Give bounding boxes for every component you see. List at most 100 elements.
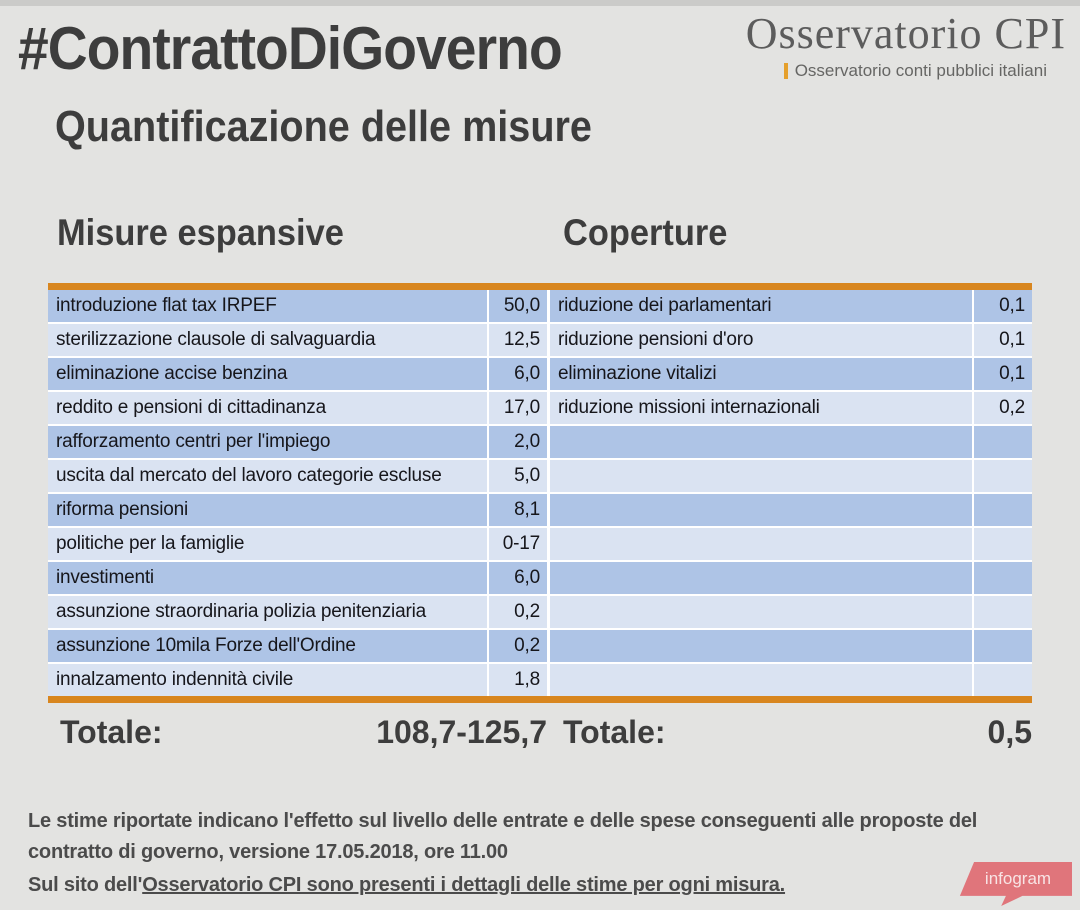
heading-coperture: Coperture xyxy=(563,212,728,253)
section-headings: Misure espansive Coperture xyxy=(48,212,1032,254)
row-value: 2,0 xyxy=(487,426,547,458)
row-label: politiche per la famiglie xyxy=(56,533,245,554)
orange-tick-icon xyxy=(783,63,788,79)
logo-name: Osservatorio CPI xyxy=(745,9,1066,58)
page-title: #ContrattoDiGoverno xyxy=(18,15,563,82)
top-strip xyxy=(0,0,1080,6)
table-row: rafforzamento centri per l'impiego 2,0 xyxy=(48,426,547,458)
table-coperture: riduzione dei parlamentari 0,1 riduzione p… xyxy=(550,290,1032,696)
table-row xyxy=(550,494,1032,526)
table-row: investimenti 6,0 xyxy=(48,562,547,594)
logo-tagline-text: Osservatorio conti pubblici italiani xyxy=(794,61,1047,80)
row-value: 5,0 xyxy=(487,460,547,492)
row-label xyxy=(550,562,972,594)
total-misure-espansive: Totale: 108,7-125,7 xyxy=(48,714,547,751)
table-top-accent-bar xyxy=(48,283,1032,290)
totals-row: Totale: 108,7-125,7 Totale: 0,5 xyxy=(48,714,1032,751)
row-label: riduzione dei parlamentari xyxy=(558,295,772,316)
row-value xyxy=(972,664,1032,696)
table-row: riduzione dei parlamentari 0,1 xyxy=(550,290,1032,322)
table-bottom-accent-bar xyxy=(48,696,1032,703)
row-label: uscita dal mercato del lavoro categorie … xyxy=(56,465,442,486)
footer-link-line: Sul sito dell'Osservatorio CPI sono pres… xyxy=(28,870,1048,901)
table-row xyxy=(550,630,1032,662)
footer-link-prefix: Sul sito dell' xyxy=(28,874,143,896)
row-label xyxy=(550,630,972,662)
table-row: sterilizzazione clausole di salvaguardia… xyxy=(48,324,547,356)
row-label: introduzione flat tax IRPEF xyxy=(56,295,277,316)
measures-tables: introduzione flat tax IRPEF 50,0 sterilizz… xyxy=(48,283,1032,703)
footer-note-text: Le stime riportate indicano l'effetto su… xyxy=(28,810,978,863)
total-label: Totale: xyxy=(60,714,163,750)
table-row xyxy=(550,426,1032,458)
row-label xyxy=(550,664,972,696)
table-row: riforma pensioni 8,1 xyxy=(48,494,547,526)
table-row: uscita dal mercato del lavoro categorie … xyxy=(48,460,547,492)
row-label: investimenti xyxy=(56,567,154,588)
row-label: eliminazione accise benzina xyxy=(56,363,288,384)
heading-misure-espansive: Misure espansive xyxy=(57,212,344,253)
table-row xyxy=(550,528,1032,560)
osservatorio-cpi-link[interactable]: Osservatorio CPI sono presenti i dettagl… xyxy=(142,874,786,896)
row-value: 8,1 xyxy=(487,494,547,526)
row-value xyxy=(972,562,1032,594)
table-row: reddito e pensioni di cittadinanza 17,0 xyxy=(48,392,547,424)
row-label: rafforzamento centri per l'impiego xyxy=(56,431,331,452)
row-label: riforma pensioni xyxy=(56,499,188,520)
table-row: assunzione 10mila Forze dell'Ordine 0,2 xyxy=(48,630,547,662)
row-value: 12,5 xyxy=(487,324,547,356)
row-value xyxy=(972,596,1032,628)
row-value xyxy=(972,630,1032,662)
row-label: eliminazione vitalizi xyxy=(558,363,717,384)
table-row: riduzione missioni internazionali 0,2 xyxy=(550,392,1032,424)
row-value xyxy=(972,528,1032,560)
table-misure-espansive: introduzione flat tax IRPEF 50,0 sterilizz… xyxy=(48,290,547,696)
table-row xyxy=(550,664,1032,696)
row-value: 1,8 xyxy=(487,664,547,696)
total-coperture: Totale: 0,5 xyxy=(547,714,1032,751)
logo-tagline: Osservatorio conti pubblici italiani xyxy=(783,61,1066,81)
table-row: innalzamento indennità civile 1,8 xyxy=(48,664,547,696)
row-label: riduzione pensioni d'oro xyxy=(558,329,754,350)
row-label xyxy=(550,426,972,458)
row-value: 0,2 xyxy=(972,392,1032,424)
row-value: 0,1 xyxy=(972,358,1032,390)
total-value: 0,5 xyxy=(987,714,1032,750)
row-value: 50,0 xyxy=(487,290,547,322)
row-value: 0,2 xyxy=(487,596,547,628)
table-row: eliminazione vitalizi 0,1 xyxy=(550,358,1032,390)
table-row: eliminazione accise benzina 6,0 xyxy=(48,358,547,390)
row-label xyxy=(550,528,972,560)
row-value: 6,0 xyxy=(487,562,547,594)
row-value xyxy=(972,426,1032,458)
footer-note: Le stime riportate indicano l'effetto su… xyxy=(28,806,1048,901)
infogram-badge-label: infogram xyxy=(984,869,1052,888)
row-label: innalzamento indennità civile xyxy=(56,669,294,690)
total-value: 108,7-125,7 xyxy=(376,714,547,750)
table-row: politiche per la famiglie 0-17 xyxy=(48,528,547,560)
row-label: assunzione 10mila Forze dell'Ordine xyxy=(56,635,356,656)
table-row xyxy=(550,596,1032,628)
row-value: 0,1 xyxy=(972,290,1032,322)
row-value: 0,2 xyxy=(487,630,547,662)
row-label: assunzione straordinaria polizia peniten… xyxy=(56,601,426,622)
row-value xyxy=(972,494,1032,526)
osservatorio-cpi-logo: Osservatorio CPI Osservatorio conti pubb… xyxy=(746,8,1066,81)
table-row xyxy=(550,460,1032,492)
row-value: 6,0 xyxy=(487,358,547,390)
row-label: sterilizzazione clausole di salvaguardia xyxy=(56,329,376,350)
total-label: Totale: xyxy=(563,714,666,750)
table-row: introduzione flat tax IRPEF 50,0 xyxy=(48,290,547,322)
row-value: 0-17 xyxy=(487,528,547,560)
row-label xyxy=(550,460,972,492)
row-label: riduzione missioni internazionali xyxy=(558,397,820,418)
row-label xyxy=(550,494,972,526)
table-row: riduzione pensioni d'oro 0,1 xyxy=(550,324,1032,356)
row-value: 17,0 xyxy=(487,392,547,424)
row-label xyxy=(550,596,972,628)
row-value: 0,1 xyxy=(972,324,1032,356)
row-label: reddito e pensioni di cittadinanza xyxy=(56,397,326,418)
table-row: assunzione straordinaria polizia peniten… xyxy=(48,596,547,628)
page-subtitle: Quantificazione delle misure xyxy=(55,102,592,151)
table-row xyxy=(550,562,1032,594)
